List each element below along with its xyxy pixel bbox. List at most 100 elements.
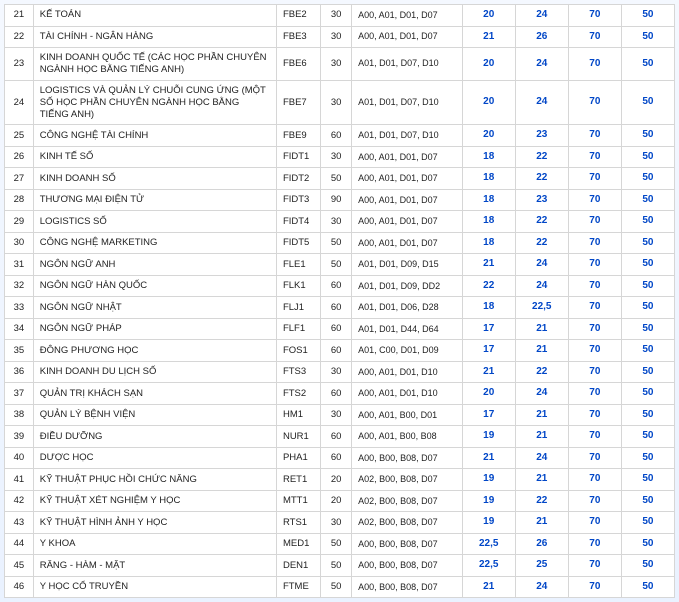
quota: 30 bbox=[321, 48, 352, 81]
major-name: NGÔN NGỮ ANH bbox=[33, 254, 276, 276]
table-row: 27KINH DOANH SỐFIDT250A00, A01, D01, D07… bbox=[5, 168, 675, 190]
score-1: 20 bbox=[462, 383, 515, 405]
row-index: 36 bbox=[5, 361, 34, 383]
row-index: 27 bbox=[5, 168, 34, 190]
score-1: 21 bbox=[462, 576, 515, 598]
row-index: 22 bbox=[5, 26, 34, 48]
score-4: 50 bbox=[621, 340, 674, 362]
major-name: DƯỢC HỌC bbox=[33, 447, 276, 469]
row-index: 26 bbox=[5, 146, 34, 168]
table-row: 45RĂNG - HÀM - MẶTDEN150A00, B00, B08, D… bbox=[5, 555, 675, 577]
score-3: 70 bbox=[568, 297, 621, 319]
score-4: 50 bbox=[621, 146, 674, 168]
quota: 50 bbox=[321, 254, 352, 276]
quota: 30 bbox=[321, 5, 352, 27]
major-name: KINH DOANH DU LỊCH SỐ bbox=[33, 361, 276, 383]
table-row: 46Y HỌC CỔ TRUYỀNFTME50A00, B00, B08, D0… bbox=[5, 576, 675, 598]
score-1: 20 bbox=[462, 80, 515, 125]
row-index: 24 bbox=[5, 80, 34, 125]
quota: 30 bbox=[321, 26, 352, 48]
score-4: 50 bbox=[621, 512, 674, 534]
score-1: 17 bbox=[462, 340, 515, 362]
table-row: 42KỸ THUẬT XÉT NGHIỆM Y HỌCMTT120A02, B0… bbox=[5, 490, 675, 512]
quota: 60 bbox=[321, 383, 352, 405]
major-code: FLJ1 bbox=[276, 297, 320, 319]
score-4: 50 bbox=[621, 297, 674, 319]
table-row: 28THƯƠNG MẠI ĐIỆN TỬFIDT390A00, A01, D01… bbox=[5, 189, 675, 211]
major-name: LOGISTICS SỐ bbox=[33, 211, 276, 233]
score-3: 70 bbox=[568, 189, 621, 211]
major-name: KỸ THUẬT XÉT NGHIỆM Y HỌC bbox=[33, 490, 276, 512]
subject-combo: A00, A01, B00, B08 bbox=[352, 426, 463, 448]
score-4: 50 bbox=[621, 232, 674, 254]
score-1: 19 bbox=[462, 512, 515, 534]
table-row: 35ĐÔNG PHƯƠNG HỌCFOS160A01, C00, D01, D0… bbox=[5, 340, 675, 362]
major-code: PHA1 bbox=[276, 447, 320, 469]
score-2: 22 bbox=[515, 168, 568, 190]
quota: 60 bbox=[321, 426, 352, 448]
major-name: CÔNG NGHỆ TÀI CHÍNH bbox=[33, 125, 276, 147]
major-code: FLF1 bbox=[276, 318, 320, 340]
major-code: FBE3 bbox=[276, 26, 320, 48]
score-3: 70 bbox=[568, 146, 621, 168]
score-2: 22 bbox=[515, 490, 568, 512]
major-name: THƯƠNG MẠI ĐIỆN TỬ bbox=[33, 189, 276, 211]
score-3: 70 bbox=[568, 48, 621, 81]
score-1: 20 bbox=[462, 48, 515, 81]
quota: 30 bbox=[321, 80, 352, 125]
score-4: 50 bbox=[621, 318, 674, 340]
quota: 30 bbox=[321, 146, 352, 168]
score-2: 22,5 bbox=[515, 297, 568, 319]
major-name: LOGISTICS VÀ QUẢN LÝ CHUỖI CUNG ỨNG (MỘT… bbox=[33, 80, 276, 125]
subject-combo: A00, A01, D01, D07 bbox=[352, 146, 463, 168]
row-index: 23 bbox=[5, 48, 34, 81]
score-1: 18 bbox=[462, 146, 515, 168]
major-code: RET1 bbox=[276, 469, 320, 491]
table-row: 36KINH DOANH DU LỊCH SỐFTS330A00, A01, D… bbox=[5, 361, 675, 383]
score-2: 24 bbox=[515, 254, 568, 276]
table-row: 25CÔNG NGHỆ TÀI CHÍNHFBE960A01, D01, D07… bbox=[5, 125, 675, 147]
score-3: 70 bbox=[568, 318, 621, 340]
subject-combo: A00, A01, D01, D07 bbox=[352, 211, 463, 233]
score-3: 70 bbox=[568, 211, 621, 233]
score-1: 21 bbox=[462, 447, 515, 469]
score-3: 70 bbox=[568, 383, 621, 405]
major-code: FTME bbox=[276, 576, 320, 598]
table-row: 24LOGISTICS VÀ QUẢN LÝ CHUỖI CUNG ỨNG (M… bbox=[5, 80, 675, 125]
row-index: 41 bbox=[5, 469, 34, 491]
score-2: 24 bbox=[515, 80, 568, 125]
score-2: 24 bbox=[515, 275, 568, 297]
major-name: KỸ THUẬT HÌNH ẢNH Y HỌC bbox=[33, 512, 276, 534]
quota: 50 bbox=[321, 168, 352, 190]
subject-combo: A02, B00, B08, D07 bbox=[352, 469, 463, 491]
score-4: 50 bbox=[621, 211, 674, 233]
score-1: 18 bbox=[462, 189, 515, 211]
score-2: 24 bbox=[515, 383, 568, 405]
row-index: 42 bbox=[5, 490, 34, 512]
row-index: 29 bbox=[5, 211, 34, 233]
major-code: FBE2 bbox=[276, 5, 320, 27]
score-3: 70 bbox=[568, 232, 621, 254]
row-index: 39 bbox=[5, 426, 34, 448]
row-index: 34 bbox=[5, 318, 34, 340]
quota: 20 bbox=[321, 469, 352, 491]
subject-combo: A01, D01, D09, D15 bbox=[352, 254, 463, 276]
score-4: 50 bbox=[621, 576, 674, 598]
subject-combo: A01, C00, D01, D09 bbox=[352, 340, 463, 362]
quota: 30 bbox=[321, 404, 352, 426]
score-2: 21 bbox=[515, 404, 568, 426]
table-row: 21KẾ TOÁNFBE230A00, A01, D01, D072024705… bbox=[5, 5, 675, 27]
table-row: 39ĐIỀU DƯỠNGNUR160A00, A01, B00, B081921… bbox=[5, 426, 675, 448]
score-2: 21 bbox=[515, 318, 568, 340]
major-code: FTS2 bbox=[276, 383, 320, 405]
score-1: 20 bbox=[462, 5, 515, 27]
score-1: 18 bbox=[462, 232, 515, 254]
major-code: FIDT3 bbox=[276, 189, 320, 211]
major-name: NGÔN NGỮ HÀN QUỐC bbox=[33, 275, 276, 297]
score-2: 21 bbox=[515, 512, 568, 534]
row-index: 37 bbox=[5, 383, 34, 405]
score-1: 22 bbox=[462, 275, 515, 297]
score-2: 24 bbox=[515, 48, 568, 81]
score-2: 22 bbox=[515, 146, 568, 168]
major-name: NGÔN NGỮ PHÁP bbox=[33, 318, 276, 340]
